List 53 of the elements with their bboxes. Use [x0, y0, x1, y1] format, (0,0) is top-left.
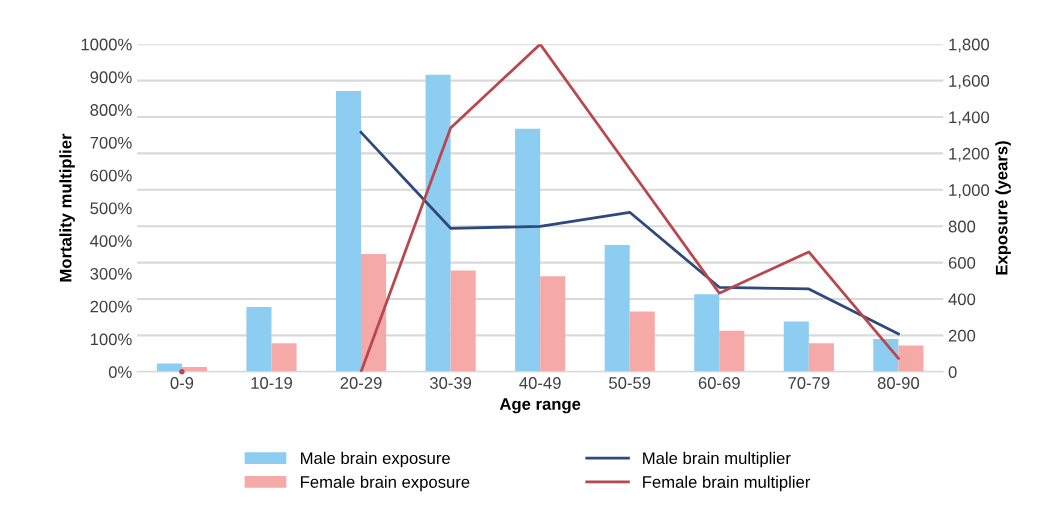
x-tick-label: 20-29	[340, 377, 382, 389]
x-tick-label: 70-79	[788, 377, 830, 389]
bar	[604, 244, 630, 372]
bar	[425, 74, 451, 372]
bar	[361, 254, 387, 372]
y-tick-label: 500%	[90, 202, 132, 215]
y-tick-label: 200%	[90, 300, 132, 313]
y2-tick-label: 0	[948, 366, 957, 378]
bar	[808, 343, 834, 372]
y-tick-label: 800%	[90, 104, 132, 116]
y-tick-label: 400%	[90, 235, 132, 247]
x-tick-label: 80-90	[877, 377, 920, 389]
y-tick-label: 300%	[90, 267, 132, 280]
y2-tick-label: 1,200	[949, 147, 990, 162]
y2-axis-title: Exposure (years)	[995, 141, 1011, 275]
y2-tick-label: 200	[948, 329, 976, 342]
y-tick-label: 0%	[108, 366, 132, 378]
bar	[783, 321, 809, 372]
bar	[694, 294, 720, 372]
bar	[540, 276, 566, 372]
bar	[271, 343, 297, 372]
bar	[450, 270, 476, 372]
bar	[719, 330, 745, 372]
y-tick-label: 600%	[90, 169, 132, 182]
bar	[335, 90, 362, 372]
x-axis-title: Age range	[499, 398, 581, 414]
y2-tick-label: 1,000	[949, 184, 990, 198]
legend-label: Female brain multiplier	[643, 475, 811, 492]
y-tick-label: 1000%	[81, 38, 132, 51]
bar	[629, 311, 655, 372]
y2-tick-label: 600	[948, 257, 976, 269]
x-tick-label: 50-59	[609, 377, 651, 389]
y2-tick-label: 800	[948, 220, 976, 233]
y2-tick-label: 1,600	[949, 75, 990, 89]
bar	[898, 345, 924, 372]
bar	[515, 128, 541, 372]
x-tick-label: 10-19	[251, 377, 293, 389]
y-tick-label: 700%	[90, 136, 132, 149]
y2-tick-label: 400	[948, 293, 976, 306]
line-series	[359, 130, 900, 336]
legend-label: Male brain exposure	[301, 451, 450, 468]
y2-tick-label: 1,800	[949, 38, 990, 53]
y2-tick-label: 1,400	[949, 111, 990, 126]
y-axis-title: Mortality multiplier	[59, 133, 75, 282]
x-tick-label: 40-49	[519, 377, 561, 389]
x-tick-label: 60-69	[698, 377, 740, 389]
legend-label: Female brain exposure	[301, 475, 470, 492]
bar	[246, 307, 272, 372]
x-tick-label: 30-39	[429, 377, 472, 389]
y-tick-label: 100%	[90, 333, 132, 346]
y-tick-label: 900%	[90, 71, 132, 84]
x-tick-label: 0-9	[170, 377, 194, 389]
legend-label: Male brain multiplier	[643, 451, 791, 468]
